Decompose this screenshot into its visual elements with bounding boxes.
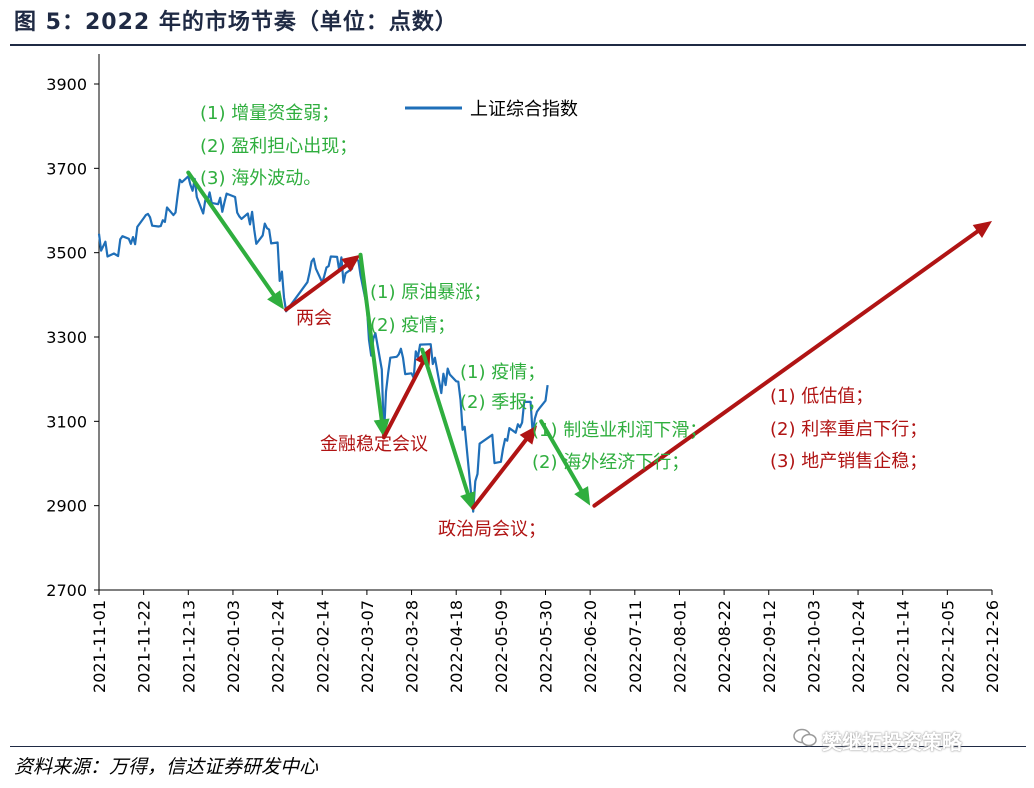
annotation-text: (1) 低估值； [770, 386, 873, 407]
trend-arrow-green-6 [539, 419, 584, 493]
x-tick-label: 2022-05-30 [537, 600, 556, 693]
y-tick-label: 3700 [46, 159, 87, 178]
x-tick-label: 2022-01-24 [269, 600, 288, 693]
x-tick-label: 2022-03-28 [403, 600, 422, 693]
annotation-text: (1) 疫情； [460, 362, 545, 383]
annotation-text: (1) 增量资金弱； [200, 103, 339, 124]
x-tick-label: 2022-06-20 [581, 600, 600, 693]
chart-svg: 2700 2900 3100 3300 3500 3700 3900 2021-11-01 20… [46, 54, 1002, 693]
trend-arrowhead-7 [972, 221, 992, 239]
x-tick-label: 2022-10-24 [849, 600, 868, 693]
wechat-icon [793, 728, 817, 747]
trend-arrowhead-5 [519, 425, 537, 445]
x-tick-label: 2022-02-14 [313, 600, 332, 693]
trend-arrowhead-0 [267, 290, 284, 310]
annotation-text: (2) 利率重启下行； [770, 419, 927, 440]
y-tick-label: 3900 [46, 75, 87, 94]
x-tick-label: 2022-01-03 [224, 600, 243, 693]
x-tick-label: 2022-10-03 [804, 600, 823, 693]
trend-arrow-green-4 [420, 347, 470, 496]
x-tick-label: 2021-12-13 [179, 600, 198, 693]
trend-arrow-red-1 [284, 263, 349, 312]
annotation-text: (2) 盈利担心出现； [200, 136, 357, 157]
x-tick-label: 2022-07-11 [626, 600, 645, 693]
chart-series [97, 175, 549, 513]
annotation-text: (2) 季报； [460, 392, 545, 413]
legend-label: 上证综合指数 [470, 99, 578, 120]
y-tick-label: 3500 [46, 244, 87, 263]
source-divider [10, 746, 1026, 747]
watermark: 樊继拓投资策略 [822, 730, 962, 754]
trend-arrowhead-6 [574, 486, 591, 506]
chart-axes: 2700 2900 3100 3300 3500 3700 3900 2021-11-01 20… [46, 54, 1002, 693]
x-tick-label: 2021-11-01 [90, 600, 109, 693]
x-tick-label: 2022-11-14 [894, 600, 913, 693]
title-divider [10, 44, 1026, 46]
x-tick-label: 2022-08-01 [670, 600, 689, 693]
figure-title: 图 5：2022 年的市场节奏（单位：点数） [14, 10, 458, 35]
x-tick-label: 2022-12-05 [938, 600, 957, 693]
trend-arrowhead-2 [373, 418, 390, 438]
trend-arrowhead-1 [341, 254, 361, 272]
source-note: 资料来源：万得，信达证券研发中心 [14, 756, 319, 778]
annotation-text: (2) 海外经济下行； [532, 452, 689, 473]
y-tick-label: 2900 [46, 497, 87, 516]
annotation-text: (3) 海外波动。 [200, 168, 321, 189]
annotation-text: (3) 地产销售企稳； [770, 451, 927, 472]
x-tick-label: 2022-12-26 [983, 600, 1002, 693]
trend-arrow-green-0 [186, 170, 276, 297]
annotation-text: (1) 制造业利润下滑； [532, 420, 707, 441]
annotation-text: (1) 原油暴涨； [370, 282, 491, 303]
trend-arrow-red-7 [592, 229, 980, 508]
x-tick-label: 2022-05-09 [492, 600, 511, 693]
x-tick-label: 2022-09-12 [760, 600, 779, 693]
annotation-text: 政治局会议； [438, 519, 546, 540]
y-tick-label: 3300 [46, 328, 87, 347]
trend-arrows [186, 170, 992, 511]
annotation-text: 两会 [296, 308, 332, 329]
x-tick-label: 2021-11-22 [135, 600, 154, 693]
x-tick-label: 2022-03-07 [358, 600, 377, 693]
trend-arrow-green-2 [358, 252, 384, 422]
trend-arrow-red-3 [381, 361, 425, 440]
x-tick-label: 2022-04-18 [447, 600, 466, 693]
annotation-text: 金融稳定会议 [320, 434, 428, 455]
trend-arrow-red-5 [471, 437, 528, 510]
chart-annotations: (1) 增量资金弱； (2) 盈利担心出现； (3) 海外波动。两会 (1) 原油暴涨… [200, 103, 927, 540]
annotation-text: (2) 疫情； [370, 315, 455, 336]
chart-legend: 上证综合指数 [405, 99, 578, 120]
series-line-0 [97, 175, 549, 513]
y-tick-label: 2700 [46, 581, 87, 600]
x-tick-label: 2022-08-22 [715, 600, 734, 693]
y-tick-label: 3100 [46, 412, 87, 431]
trend-arrowhead-4 [460, 491, 476, 511]
